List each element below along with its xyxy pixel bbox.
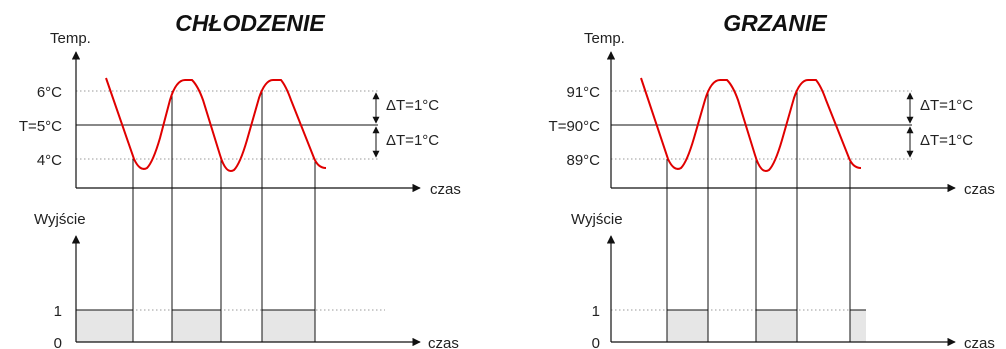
temp-axis-label: Temp. [584, 30, 625, 47]
upper-temp-label: 6°C [37, 84, 62, 101]
output-on-segment [76, 310, 133, 342]
time-label-bottom: czas [964, 335, 995, 349]
switching-lines [132, 91, 316, 342]
output-on-segment [172, 310, 221, 342]
output-on-segment [667, 310, 708, 342]
setpoint-label: T=5°C [19, 118, 62, 135]
panel-title: GRZANIE [723, 10, 827, 36]
time-label-bottom: czas [428, 335, 459, 349]
output-fill [667, 310, 866, 342]
output-on-segment [262, 310, 315, 342]
delta-lower-label: ΔT=1°C [386, 132, 439, 149]
lower-temp-label: 89°C [566, 152, 600, 169]
output-one-label: 1 [592, 303, 600, 320]
temp-axis-label: Temp. [50, 30, 91, 47]
setpoint-label: T=90°C [549, 118, 601, 135]
output-zero-label: 0 [54, 335, 62, 349]
output-axis-label: Wyjście [34, 211, 86, 228]
output-zero-label: 0 [592, 335, 600, 349]
delta-lower-label: ΔT=1°C [920, 132, 973, 149]
panel-cooling: CHŁODZENIE [19, 10, 461, 349]
output-fill [76, 310, 315, 342]
temperature-curve [640, 77, 862, 172]
output-axis-label: Wyjście [571, 211, 623, 228]
time-label-top: czas [964, 181, 995, 198]
panel-title: CHŁODZENIE [175, 10, 325, 36]
output-on-segment [756, 310, 797, 342]
delta-upper-label: ΔT=1°C [920, 97, 973, 114]
temperature-curve [105, 77, 327, 172]
time-label-top: czas [430, 181, 461, 198]
output-on-segment [850, 310, 866, 342]
switching-lines [666, 91, 851, 342]
output-signal [611, 309, 866, 343]
upper-temp-label: 91°C [566, 84, 600, 101]
panel-heating: GRZANIE [549, 10, 995, 349]
delta-upper-label: ΔT=1°C [386, 97, 439, 114]
lower-temp-label: 4°C [37, 152, 62, 169]
output-one-label: 1 [54, 303, 62, 320]
